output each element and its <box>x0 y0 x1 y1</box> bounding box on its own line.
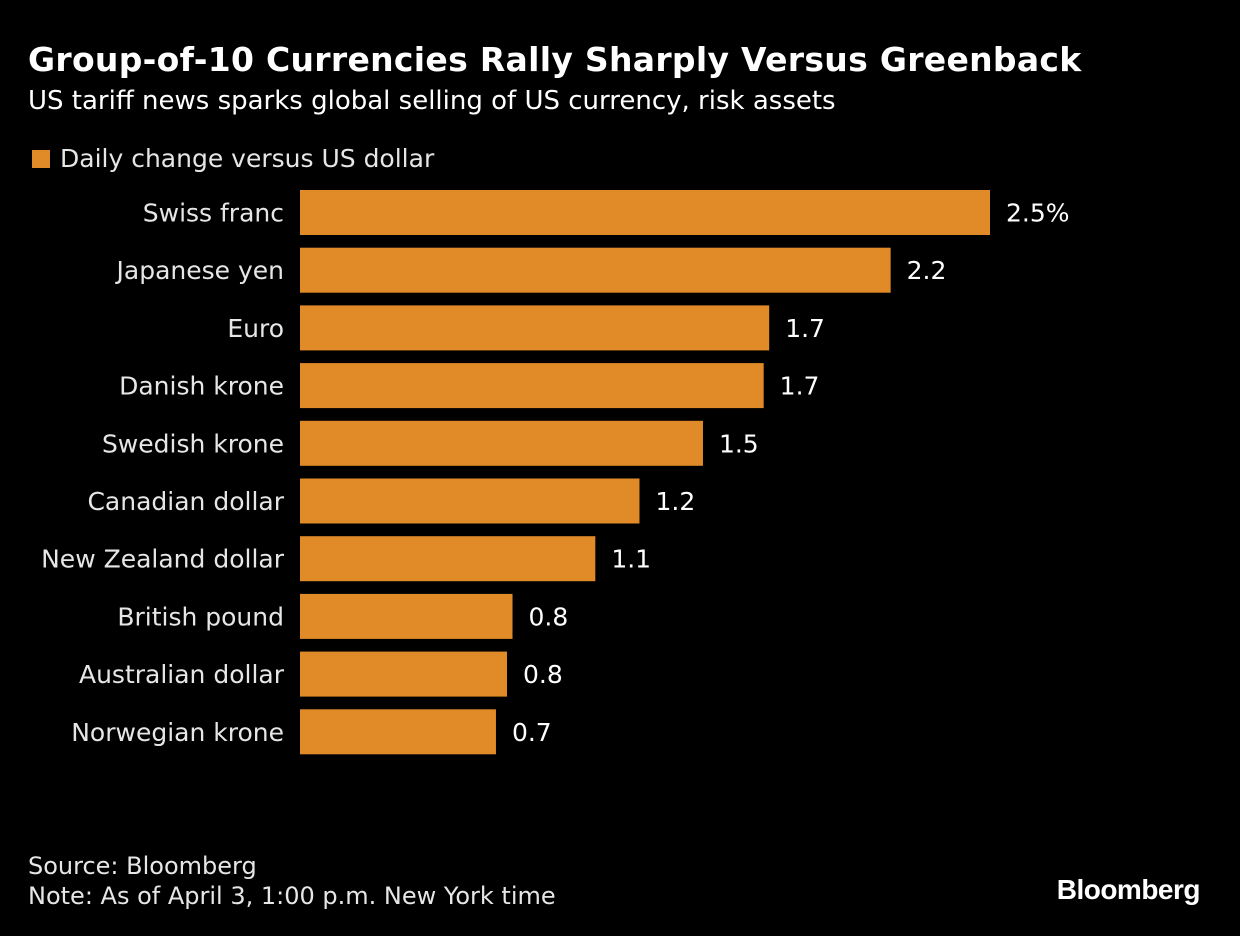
footnote: Note: As of April 3, 1:00 p.m. New York … <box>28 882 556 910</box>
category-label: Australian dollar <box>79 660 285 689</box>
bar-norwegian-krone <box>300 709 496 755</box>
chart-subtitle: US tariff news sparks global selling of … <box>28 86 836 116</box>
category-label: Norwegian krone <box>71 718 284 747</box>
source-note: Source: Bloomberg <box>28 852 257 880</box>
data-label: 2.5% <box>1006 199 1070 228</box>
bloomberg-logo: Bloomberg <box>1056 874 1201 905</box>
category-label: Danish krone <box>119 372 284 401</box>
category-label: British pound <box>117 602 284 631</box>
bar-swedish-krone <box>300 420 703 466</box>
category-label: Swedish krone <box>102 429 284 458</box>
legend-label: Daily change versus US dollar <box>60 144 435 173</box>
data-label: 0.8 <box>529 602 569 631</box>
bar-japanese-yen <box>300 247 891 293</box>
data-label: 2.2 <box>907 256 947 285</box>
data-label: 0.8 <box>523 660 563 689</box>
bar-euro <box>300 305 770 351</box>
bar-canadian-dollar <box>300 478 640 524</box>
bar-new-zealand-dollar <box>300 536 596 582</box>
bar-swiss-franc <box>300 190 990 235</box>
data-label: 1.1 <box>611 545 651 574</box>
data-label: 1.7 <box>780 372 820 401</box>
bar-danish-krone <box>300 363 764 409</box>
bar-australian-dollar <box>300 651 507 697</box>
data-label: 1.2 <box>655 487 695 516</box>
category-label: Canadian dollar <box>87 487 284 516</box>
category-label: New Zealand dollar <box>41 545 285 574</box>
data-label: 1.7 <box>785 314 825 343</box>
legend-swatch <box>32 149 50 168</box>
bar-british-pound <box>300 593 513 639</box>
category-label: Euro <box>227 314 284 343</box>
data-label: 0.7 <box>512 718 552 747</box>
category-label: Japanese yen <box>115 256 284 285</box>
legend: Daily change versus US dollar <box>32 144 434 173</box>
chart-title: Group-of-10 Currencies Rally Sharply Ver… <box>28 40 1082 79</box>
category-label: Swiss franc <box>143 199 284 228</box>
data-label: 1.5 <box>719 429 759 458</box>
